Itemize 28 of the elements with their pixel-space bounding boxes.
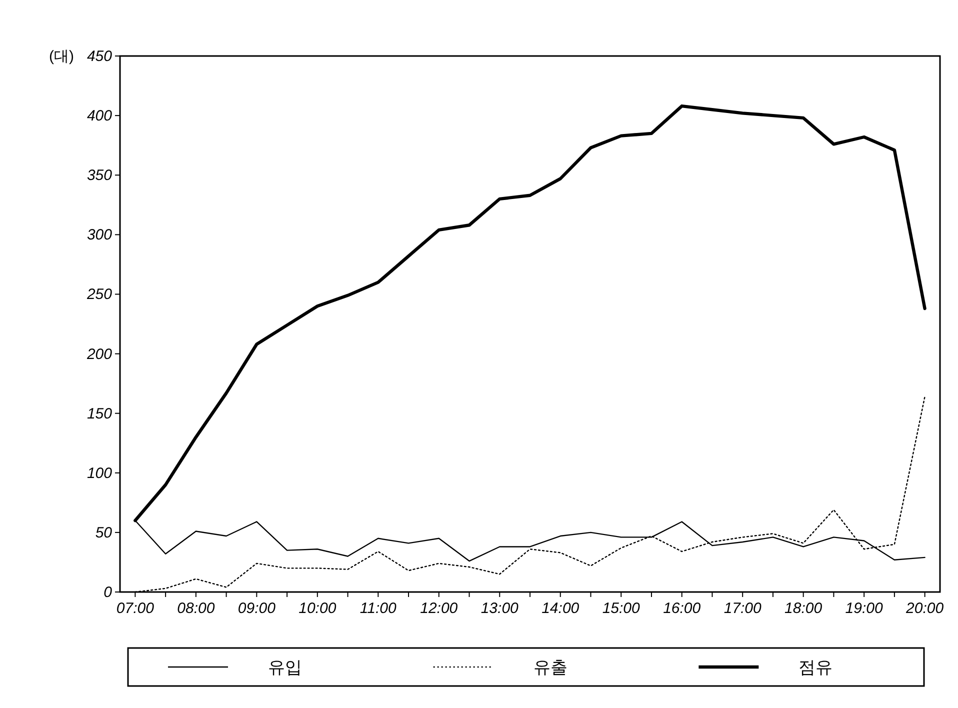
legend-label: 유출 bbox=[533, 658, 568, 677]
y-axis-title: (대) bbox=[49, 48, 74, 65]
y-tick-label: 250 bbox=[86, 286, 113, 304]
x-tick-label: 19:00 bbox=[845, 600, 884, 617]
y-tick-label: 200 bbox=[86, 346, 113, 363]
x-tick-label: 10:00 bbox=[298, 600, 337, 617]
x-tick-label: 18:00 bbox=[784, 600, 823, 617]
y-tick-label: 50 bbox=[95, 524, 113, 542]
y-tick-label: 300 bbox=[86, 226, 113, 244]
x-tick-label: 15:00 bbox=[602, 600, 641, 617]
y-tick-label: 150 bbox=[86, 405, 113, 422]
x-tick-label: 09:00 bbox=[238, 600, 276, 617]
x-tick-label: 14:00 bbox=[542, 600, 580, 617]
y-tick-label: 100 bbox=[86, 464, 113, 482]
x-tick-label: 13:00 bbox=[480, 600, 520, 617]
x-tick-label: 20:00 bbox=[905, 600, 944, 617]
x-tick-label: 07:00 bbox=[116, 600, 155, 617]
x-tick-label: 17:00 bbox=[724, 600, 762, 617]
x-tick-label: 16:00 bbox=[663, 600, 702, 617]
y-tick-label: 400 bbox=[86, 108, 113, 125]
x-tick-label: 12:00 bbox=[420, 600, 458, 617]
x-tick-label: 08:00 bbox=[177, 600, 216, 617]
legend-label: 점유 bbox=[798, 658, 833, 677]
x-tick-label: 11:00 bbox=[360, 600, 398, 617]
y-tick-label: 0 bbox=[104, 584, 113, 601]
legend-label: 유입 bbox=[268, 658, 302, 677]
y-tick-label: 350 bbox=[86, 167, 113, 184]
y-tick-label: 450 bbox=[86, 48, 113, 65]
